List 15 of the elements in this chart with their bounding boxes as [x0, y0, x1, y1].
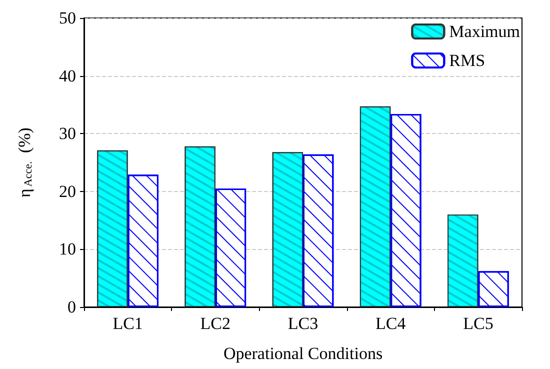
- legend-label: Maximum: [449, 22, 520, 41]
- x-tick-label: LC5: [463, 314, 494, 333]
- y-tick-label: 50: [59, 8, 76, 28]
- y-tick-label: 30: [59, 124, 76, 144]
- x-tick-label: LC4: [375, 314, 406, 333]
- y-axis-title: ηAcce. (%): [15, 128, 34, 198]
- y-tick-label: 0: [68, 298, 76, 316]
- y-tick-label: 40: [59, 66, 76, 86]
- x-tick-label: LC1: [112, 314, 143, 333]
- y-tick-label: 20: [59, 182, 76, 201]
- x-tick-label: LC3: [288, 314, 318, 333]
- x-tick-label: LC2: [200, 314, 231, 333]
- y-tick-label: 10: [59, 240, 76, 259]
- legend-label: RMS: [449, 51, 486, 70]
- x-axis-title: Operational Conditions: [223, 344, 383, 363]
